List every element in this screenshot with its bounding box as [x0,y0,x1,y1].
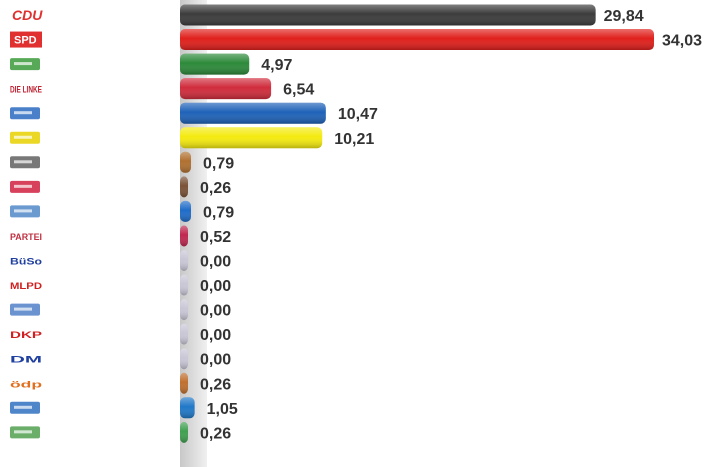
bar-highlight [180,397,195,419]
bar-highlight [180,348,188,370]
party-logo [10,107,40,120]
party-logo [10,180,40,193]
logo-text: BüSo [10,257,43,267]
logo-text: SPD [14,35,37,47]
bar-highlight [180,127,323,149]
value-label: 10,47 [338,106,378,123]
bar-highlight [180,53,250,75]
party-logo: ödp [10,379,43,389]
party-logo: PARTEI [10,232,42,242]
party-logo: DM [10,355,42,365]
party-logo [10,303,40,316]
bar-highlight [180,225,188,247]
value-label: 0,79 [203,204,234,221]
bar-highlight [180,421,188,443]
bar-highlight [180,323,188,345]
party-logo: BüSo [10,257,43,267]
value-label: 10,21 [334,131,374,148]
party-logo [10,58,40,71]
logo-text: DM [10,355,42,365]
bar-highlight [180,4,596,26]
value-label: 34,03 [662,33,702,50]
bar-highlight [180,250,188,271]
value-label: 0,52 [200,229,231,246]
party-logo: MLPD [10,281,43,291]
party-logo [10,131,40,144]
party-logo: SPD [10,31,42,48]
bar-highlight [180,299,188,321]
logo-text: MLPD [10,281,43,291]
party-logo [10,426,40,439]
value-label: 1,05 [207,401,238,418]
bar-highlight [180,102,326,124]
party-logos: CDU SPD DIE LINKE PARTEI BüSo MLPD DKP DM ödp [10,7,43,439]
value-label: 0,79 [203,155,234,172]
value-label: 0,00 [200,327,231,344]
value-label: 0,00 [200,254,231,271]
bar-highlight [180,200,192,222]
value-label: 0,00 [200,303,231,320]
logo-text: DKP [10,330,42,340]
value-label: 6,54 [283,82,314,99]
bar-highlight [180,29,654,51]
value-label: 0,26 [200,376,231,393]
bar-highlight [180,151,192,173]
logo-text: ödp [10,379,43,389]
logo-text: CDU [12,7,43,23]
party-logo: CDU [12,7,43,23]
value-label: 0,00 [200,278,231,295]
value-label: 0,26 [200,180,231,197]
value-labels: 29,84 34,03 4,97 6,54 10,47 10,21 0,79 0,26 0,79… [200,8,702,442]
value-label: 4,97 [261,57,292,74]
value-label: 29,84 [604,8,644,25]
party-logo: DKP [10,330,42,340]
party-logo: DIE LINKE [10,85,42,95]
party-logo [10,401,40,414]
party-logo [10,205,40,218]
logo-text: PARTEI [10,232,42,242]
bars [180,4,654,443]
bar-highlight [180,274,188,296]
bar-highlight [180,372,188,394]
bar-highlight [180,78,272,100]
value-label: 0,00 [200,352,231,369]
party-logo [10,156,40,169]
bar-highlight [180,176,188,198]
value-label: 0,26 [200,425,231,442]
logo-text: DIE LINKE [10,85,42,95]
